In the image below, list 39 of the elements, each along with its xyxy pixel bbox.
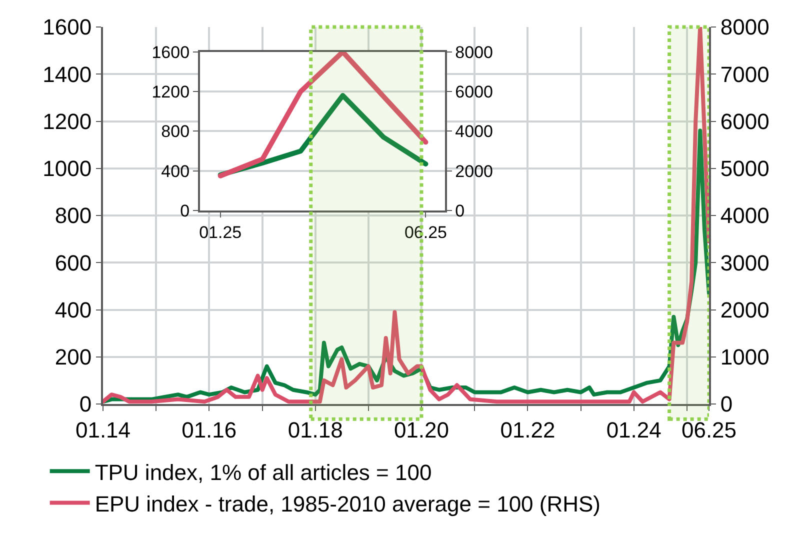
y-tick-label: 600 xyxy=(54,250,92,276)
y-tick-label: 0 xyxy=(180,202,190,221)
y-tick-label: 1600 xyxy=(42,14,92,40)
x-tick-label: 01.25 xyxy=(199,223,242,242)
y-tick-label: 400 xyxy=(54,297,92,322)
x-tick-label: 01.22 xyxy=(500,417,556,442)
x-tick-label: 01.24 xyxy=(606,417,662,442)
y-tick-label: 200 xyxy=(54,344,92,370)
y2-tick-label: 6000 xyxy=(455,82,494,102)
y2-tick-label: 8000 xyxy=(720,14,770,40)
x-tick-label: 01.16 xyxy=(182,417,237,442)
legend-label: TPU index, 1% of all articles = 100 xyxy=(94,460,432,485)
y2-tick-label: 4000 xyxy=(720,203,770,228)
y-tick-label: 800 xyxy=(54,203,92,228)
y2-tick-label: 3000 xyxy=(720,250,770,276)
y2-tick-label: 2000 xyxy=(720,297,770,322)
y2-tick-label: 2000 xyxy=(455,162,494,181)
y-tick-label: 0 xyxy=(79,392,92,417)
x-tick-label: 01.20 xyxy=(394,417,450,442)
x-tick-label: 06.25 xyxy=(681,417,737,442)
y2-tick-label: 7000 xyxy=(720,62,770,87)
y-tick-label: 800 xyxy=(161,122,190,142)
y2-tick-label: 5000 xyxy=(720,156,770,182)
y2-tick-label: 6000 xyxy=(720,108,770,134)
y-tick-label: 1000 xyxy=(42,156,92,182)
legend-label: EPU index - trade, 1985-2010 average = 100 (RHS) xyxy=(94,491,601,516)
y2-tick-label: 0 xyxy=(455,202,465,221)
y-tick-label: 1400 xyxy=(42,62,92,87)
y-tick-label: 1200 xyxy=(152,82,190,102)
y-tick-label: 1200 xyxy=(42,108,92,134)
x-tick-label: 01.14 xyxy=(75,417,131,442)
x-tick-label: 06.25 xyxy=(404,223,448,242)
y2-tick-label: 0 xyxy=(720,392,733,417)
x-tick-label: 01.18 xyxy=(288,417,343,442)
y2-tick-label: 1000 xyxy=(720,344,770,370)
y-tick-label: 1600 xyxy=(152,42,190,62)
y2-tick-label: 4000 xyxy=(455,122,494,142)
y2-tick-label: 8000 xyxy=(455,42,494,62)
y-tick-label: 400 xyxy=(161,162,190,181)
